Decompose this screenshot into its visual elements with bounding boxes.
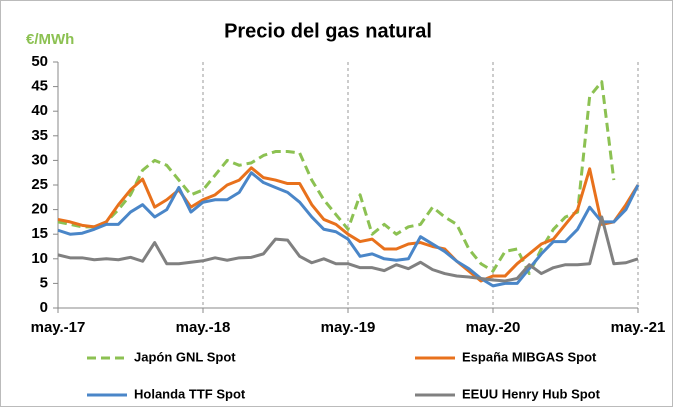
legend-label: España MIBGAS Spot [462, 349, 597, 364]
y-tick-label: 20 [31, 201, 48, 218]
y-tick-label: 0 [40, 299, 48, 316]
x-tick-label: may.-18 [176, 319, 231, 336]
x-tick-label: may.-20 [466, 319, 521, 336]
y-tick-label: 40 [31, 102, 48, 119]
y-tick-label: 50 [31, 53, 48, 70]
y-tick-label: 25 [31, 176, 48, 193]
y-tick-label: 15 [31, 225, 48, 242]
x-tick-label: may.-19 [321, 319, 376, 336]
legend-label: EEUU Henry Hub Spot [462, 386, 601, 401]
y-tick-label: 35 [31, 127, 48, 144]
series-line [57, 215, 639, 283]
legend-label: Japón GNL Spot [134, 349, 236, 364]
y-tick-label: 5 [40, 274, 48, 291]
x-tick-label: may.-21 [611, 319, 666, 336]
y-tick-label: 30 [31, 151, 48, 168]
y-tick-label: 45 [31, 78, 48, 95]
y-tick-label: 10 [31, 250, 48, 267]
series-line [57, 171, 640, 288]
legend-label: Holanda TTF Spot [134, 386, 246, 401]
unit-label: €/MWh [26, 31, 74, 48]
x-tick-label: may.-17 [31, 319, 86, 336]
series-line [57, 166, 640, 283]
series-line [57, 80, 616, 276]
chart-title: Precio del gas natural [224, 20, 432, 42]
